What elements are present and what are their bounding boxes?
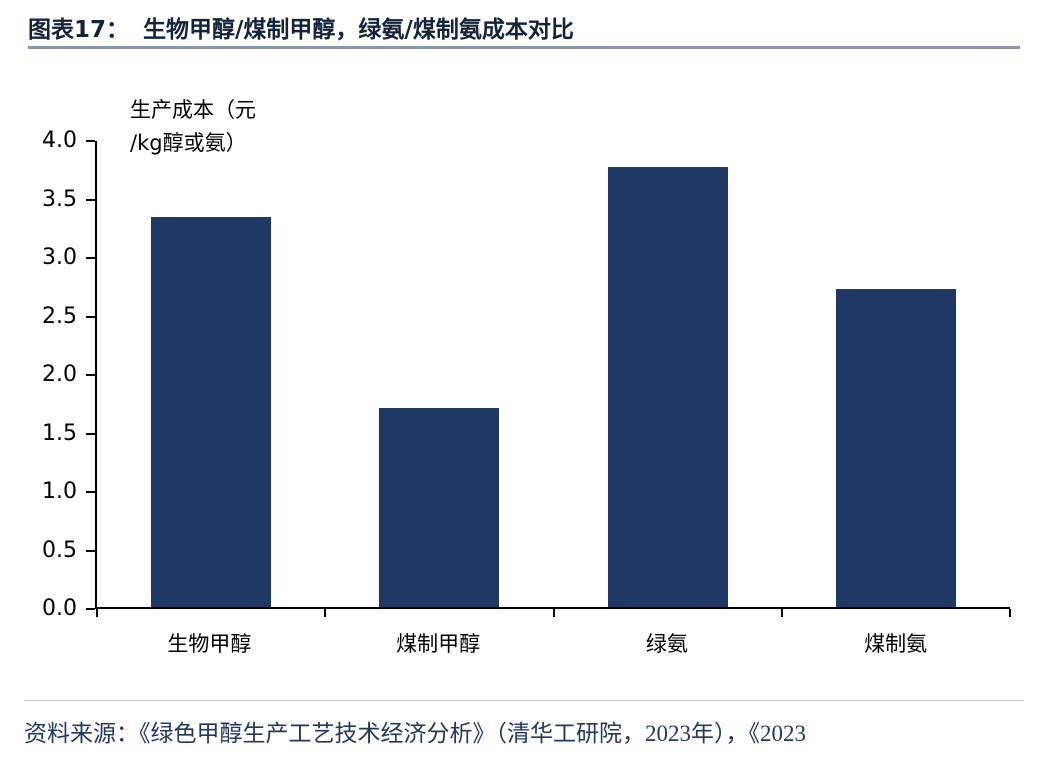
x-tick-mark	[552, 609, 555, 617]
x-tick-mark	[96, 609, 98, 617]
x-category-label: 煤制氨	[864, 632, 928, 656]
bar-1	[151, 216, 272, 607]
footer-divider	[24, 700, 1024, 701]
source-note: 资料来源：《绿色甲醇生产工艺技术经济分析》（清华工研院，2023年），《2023	[24, 721, 806, 746]
y-tick-label: 1.0	[42, 479, 77, 504]
y-tick-mark	[86, 491, 95, 493]
y-tick-mark	[86, 432, 95, 435]
figure-title-text: 生物甲醇/煤制甲醇，绿氨/煤制氨成本对比	[143, 17, 574, 43]
y-tick-mark	[86, 257, 95, 259]
y-tick-mark	[86, 198, 95, 201]
y-tick-mark	[86, 374, 95, 376]
y-tick-label: 3.0	[42, 245, 77, 270]
title-underline	[28, 46, 1020, 49]
x-tick-mark	[780, 609, 783, 617]
y-tick-mark	[86, 549, 95, 552]
y-tick-label: 2.5	[42, 303, 77, 329]
plot-area	[95, 141, 1011, 617]
y-tick-label: 0.5	[42, 537, 77, 563]
bar-2	[379, 407, 500, 607]
y-tick-label: 3.5	[42, 186, 77, 212]
y-tick-mark	[86, 315, 95, 318]
x-category-label: 绿氨	[645, 632, 688, 656]
y-tick-mark	[86, 608, 95, 610]
y-tick-label: 2.0	[42, 362, 77, 387]
y-axis-title: 生产成本（元 /kg醇或氨）	[130, 94, 256, 159]
y-tick-label: 1.5	[42, 420, 77, 446]
y-tick-label: 0.0	[42, 596, 77, 621]
figure-number-label: 图表17：	[28, 17, 130, 43]
y-axis-title-line1: 生产成本（元	[130, 98, 256, 122]
x-category-label: 煤制甲醇	[396, 632, 481, 656]
x-tick-mark	[1009, 609, 1011, 617]
x-axis-labels: 生物甲醇 煤制甲醇 绿氨 煤制氨	[95, 628, 1010, 658]
bar-4	[835, 288, 956, 607]
y-axis: 4.0 3.5 3.0 2.5 2.0 1.5 1.0 0.5 0.0	[0, 128, 95, 621]
figure-title: 图表17： 生物甲醇/煤制甲醇，绿氨/煤制氨成本对比	[28, 10, 574, 44]
y-axis-title-line2: /kg醇或氨）	[130, 130, 247, 155]
x-category-label: 生物甲醇	[167, 632, 252, 656]
y-tick-mark	[86, 140, 95, 142]
y-tick-label: 4.0	[42, 128, 77, 153]
x-tick-mark	[324, 609, 327, 617]
bar-3	[607, 166, 728, 607]
